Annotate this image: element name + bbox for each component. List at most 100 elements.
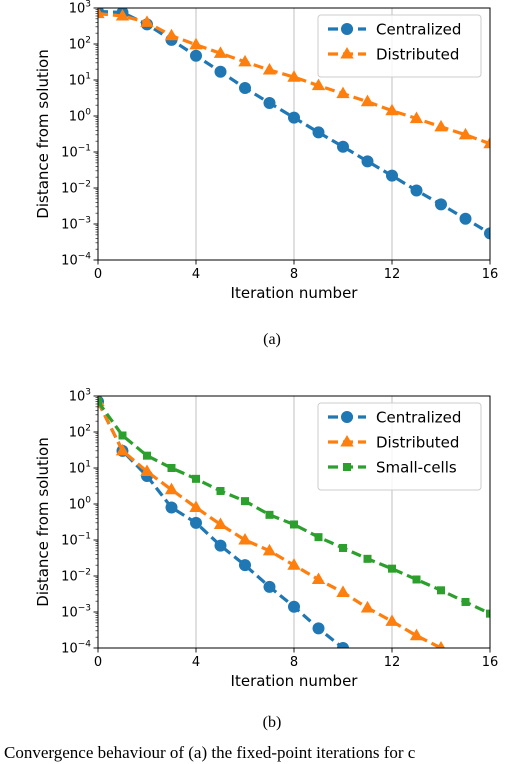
data-point-small-cells	[437, 586, 445, 595]
data-point-distributed	[458, 127, 473, 140]
data-point-small-cells	[363, 554, 372, 563]
y-tick-label: 10−1	[61, 532, 91, 549]
y-tick-label: 100	[69, 496, 92, 513]
y-tick-label: 10−3	[61, 216, 91, 233]
x-tick-label: 12	[384, 655, 401, 670]
data-point-distributed	[164, 482, 179, 495]
data-point-distributed	[287, 70, 301, 82]
data-point-centralized	[361, 155, 374, 168]
data-point-small-cells	[118, 431, 127, 440]
data-point-small-cells	[143, 451, 151, 460]
data-point-centralized	[165, 501, 178, 514]
data-point-distributed	[115, 8, 130, 21]
legend-label: Distributed	[376, 46, 459, 64]
data-point-distributed	[287, 558, 301, 570]
data-point-distributed	[409, 111, 424, 124]
data-point-small-cells	[412, 575, 421, 584]
data-point-centralized	[410, 184, 423, 197]
data-point-distributed	[483, 136, 490, 149]
data-point-distributed	[140, 15, 154, 27]
data-point-centralized	[337, 642, 349, 648]
plot-area	[98, 396, 490, 648]
data-point-centralized	[263, 580, 276, 593]
data-point-centralized	[386, 169, 398, 182]
y-tick-label: 10−3	[61, 604, 91, 621]
x-tick-label: 8	[290, 267, 298, 282]
data-point-distributed	[189, 37, 203, 50]
data-point-distributed	[385, 103, 399, 116]
data-point-distributed	[409, 628, 424, 641]
data-point-distributed	[238, 54, 252, 67]
data-point-small-cells	[241, 497, 249, 506]
data-point-distributed	[98, 8, 105, 19]
data-point-small-cells	[461, 597, 470, 606]
panel-b: 10−4 10−3 10−2 10−1 100 101 102 103 0 4 8 12 16 Itera…	[34, 388, 498, 732]
legend-label: Centralized	[376, 409, 461, 427]
y-tick-label: 10−2	[61, 180, 91, 197]
data-point-small-cells	[265, 510, 274, 519]
legend-label: Small-cells	[376, 459, 457, 477]
data-point-centralized	[312, 622, 325, 635]
data-point-distributed	[262, 543, 277, 556]
legend-label: Distributed	[376, 434, 459, 452]
x-axis-label: Iteration number	[231, 672, 359, 690]
data-point-small-cells	[167, 464, 176, 472]
data-point-centralized	[190, 49, 202, 62]
data-point-distributed	[436, 641, 446, 648]
data-point-distributed	[360, 94, 375, 107]
data-point-centralized	[239, 559, 251, 572]
panel-label: (b)	[263, 714, 282, 731]
axes-frame	[97, 395, 491, 649]
y-tick-label: 10−4	[61, 252, 91, 269]
x-tick-label: 16	[482, 267, 499, 282]
data-point-distributed	[164, 28, 179, 41]
legend-marker	[340, 47, 354, 59]
legend-marker	[341, 411, 353, 423]
y-tick-label: 102	[69, 424, 91, 441]
x-tick-label: 4	[192, 267, 200, 282]
data-point-small-cells	[486, 609, 490, 618]
data-point-small-cells	[388, 564, 396, 573]
data-point-distributed	[336, 585, 350, 597]
data-point-distributed	[385, 614, 399, 626]
y-tick-label: 10−2	[61, 568, 91, 585]
data-point-centralized	[263, 96, 276, 109]
x-tick-label: 4	[192, 655, 200, 670]
data-point-small-cells	[339, 543, 347, 552]
y-tick-label: 101	[69, 72, 91, 89]
data-point-small-cells	[98, 397, 102, 406]
data-point-distributed	[189, 500, 203, 513]
x-tick-label: 0	[94, 267, 102, 282]
data-point-small-cells	[216, 486, 225, 495]
data-point-centralized	[312, 126, 325, 139]
y-axis-label: Distance from solution	[34, 437, 52, 606]
data-point-distributed	[140, 464, 154, 477]
data-point-distributed	[262, 62, 277, 75]
data-point-distributed	[115, 443, 130, 456]
series-line-centralized	[98, 400, 344, 648]
y-axis-label: Distance from solution	[34, 49, 52, 218]
panel-a: 10−4 10−3 10−2 10−1 100 101 102 103 0 4 8 12 16 Itera…	[34, 0, 498, 348]
data-point-small-cells	[314, 533, 323, 542]
data-point-small-cells	[192, 474, 200, 483]
panel-label: (a)	[263, 331, 281, 348]
y-tick-label: 102	[69, 36, 91, 53]
data-point-small-cells	[290, 520, 298, 529]
y-tick-label: 103	[69, 388, 91, 405]
data-point-centralized	[214, 65, 227, 78]
data-point-distributed	[213, 46, 228, 58]
data-point-centralized	[239, 81, 251, 94]
data-point-distributed	[311, 572, 326, 585]
y-tick-label: 10−1	[61, 144, 91, 161]
series-line-distributed	[98, 12, 490, 146]
data-point-centralized	[288, 600, 300, 613]
caption-fragment: Convergence behaviour of (a) the fixed-p…	[4, 743, 416, 762]
y-tick-label: 100	[69, 108, 92, 125]
data-point-centralized	[484, 227, 490, 240]
data-point-distributed	[311, 78, 326, 91]
data-point-centralized	[337, 140, 349, 153]
x-tick-label: 0	[94, 655, 102, 670]
data-point-centralized	[435, 198, 447, 211]
data-point-centralized	[214, 539, 227, 552]
x-tick-label: 8	[290, 655, 298, 670]
